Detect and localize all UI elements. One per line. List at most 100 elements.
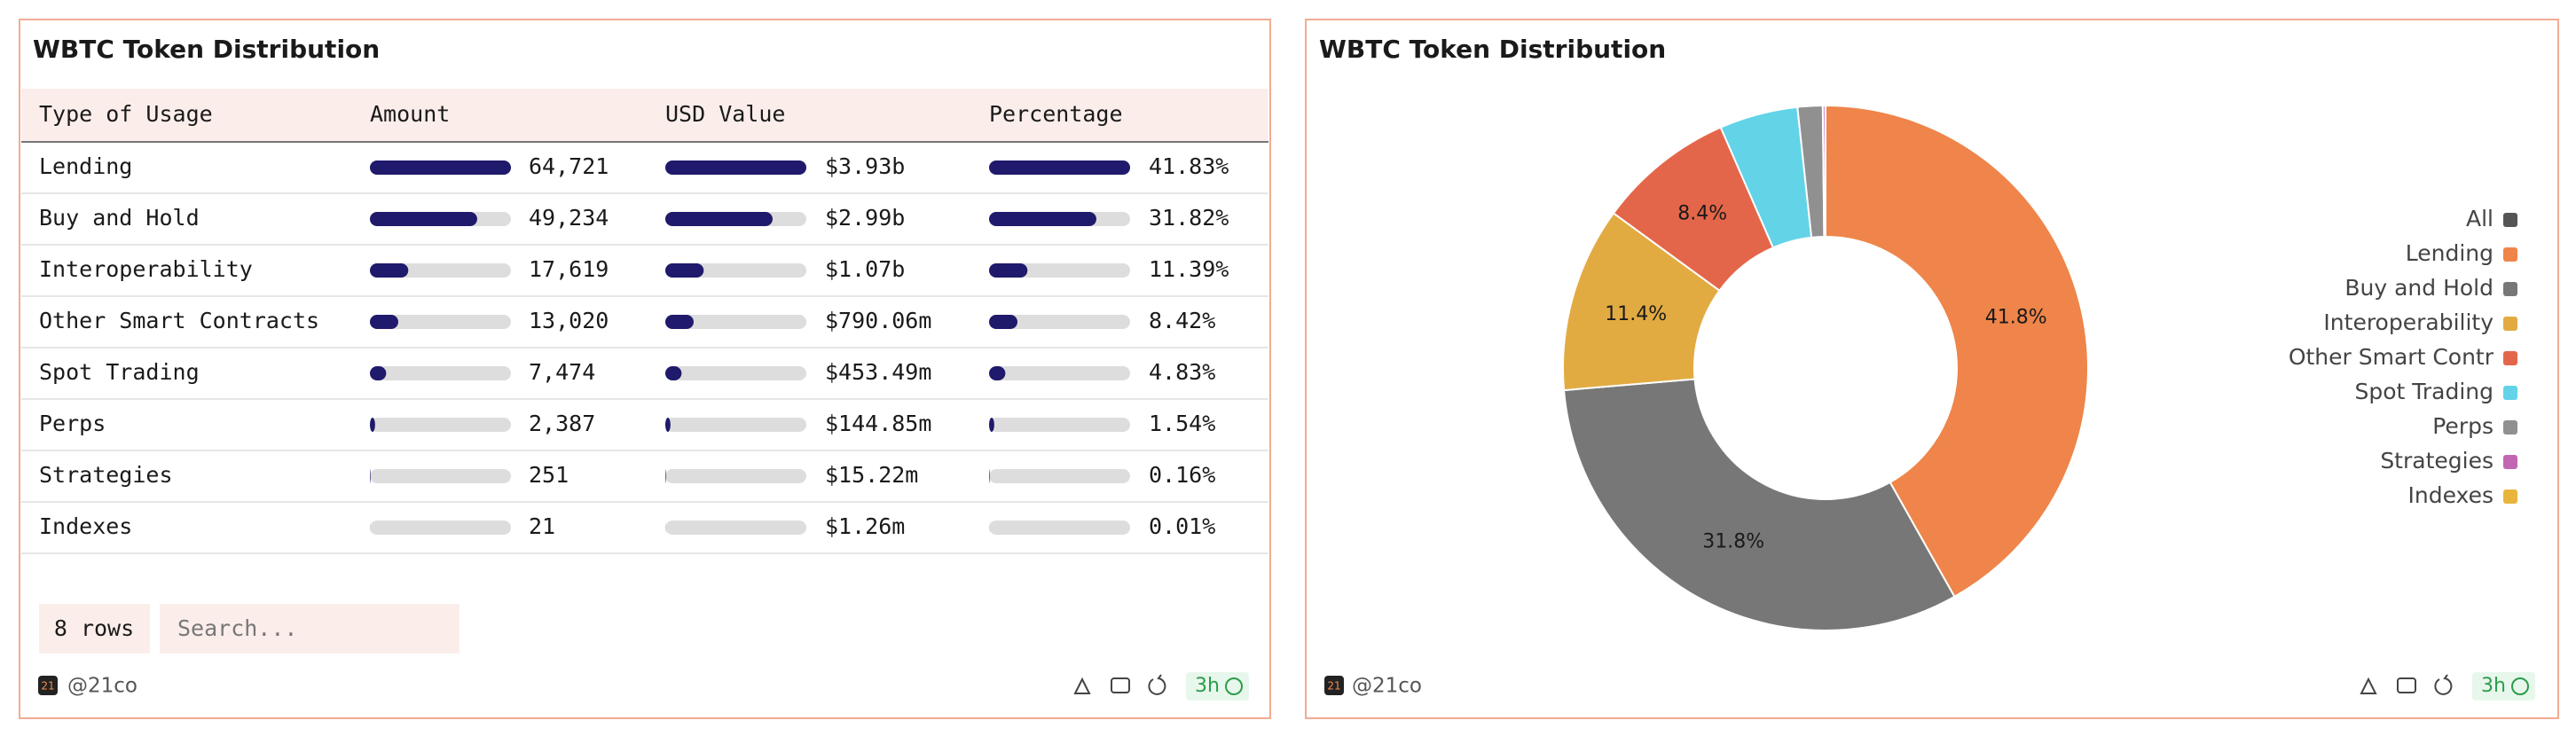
refresh-age: 3h [1195,675,1220,697]
search-placeholder: Search... [177,615,297,641]
pie-slice [1562,378,1956,631]
legend-label: Buy and Hold [2344,275,2494,301]
table-header [21,89,1268,141]
cell-type: Buy and Hold [39,205,200,231]
icon-alert[interactable] [2360,677,2377,694]
icon-camera[interactable] [1111,677,1130,693]
bar [665,212,773,226]
bar-track [370,315,511,329]
bar [665,161,806,175]
bar [665,366,682,380]
slice-label: 11.4% [1605,303,1667,325]
column-header: USD Value [665,101,785,127]
bar-track [989,315,1130,329]
legend-label: Strategies [2380,448,2494,474]
cell-amount: 251 [529,462,569,488]
cell-amount: 17,619 [529,256,609,282]
column-header: Type of Usage [39,101,213,127]
pie-slice [1825,104,2089,599]
icon-camera[interactable] [2397,677,2416,693]
legend-swatch [2503,489,2517,504]
legend-swatch [2503,282,2517,296]
cell-usd: $15.22m [825,462,918,488]
cell-usd: $1.26m [825,513,905,539]
logo: 21 [1327,680,1340,693]
bar-track [989,521,1130,535]
legend-swatch [2503,317,2517,331]
bar [370,469,371,483]
cell-amount: 21 [529,513,555,539]
bar-track [989,469,1130,483]
bar [665,263,704,278]
bar [989,418,994,432]
bar [989,469,990,483]
author: @21co [67,675,137,698]
legend-label: Indexes [2408,482,2494,508]
cell-percentage: 0.16% [1149,462,1215,488]
cell-type: Perps [39,411,106,436]
bar-track [989,366,1130,380]
icon-refresh[interactable] [1148,674,1166,695]
cell-usd: $790.06m [825,308,931,333]
bar [665,418,671,432]
cell-amount: 2,387 [529,411,595,436]
cell-type: Strategies [39,462,173,488]
bar-track [665,315,806,329]
bar-track [665,366,806,380]
legend-label: All [2466,206,2494,231]
column-header: Amount [370,101,450,127]
refresh-check [2511,677,2529,695]
bar [989,161,1130,175]
bar-track [665,418,806,432]
icon-alert[interactable] [1073,677,1091,694]
bar [370,315,398,329]
cell-percentage: 41.83% [1149,153,1229,179]
legend-swatch [2503,386,2517,400]
bar-track [665,521,806,535]
bar [989,263,1028,278]
bar-track [370,418,511,432]
bar-track [989,418,1130,432]
cell-percentage: 11.39% [1149,256,1229,282]
bar-track [370,521,511,535]
slice-label: 31.8% [1702,530,1764,552]
bar [370,263,409,278]
chart-actions [2360,674,2453,695]
cell-percentage: 4.83% [1149,359,1215,385]
cell-amount: 64,721 [529,153,609,179]
bar [665,469,666,483]
icon-refresh[interactable] [2434,674,2453,695]
cell-percentage: 1.54% [1149,411,1215,436]
legend-label: Interoperability [2323,309,2494,335]
bar-track [665,469,806,483]
legend-swatch [2503,420,2517,435]
legend-label: Perps [2432,413,2494,439]
cell-percentage: 8.42% [1149,308,1215,333]
cell-type: Interoperability [39,256,253,282]
table-actions [1073,674,1166,695]
slice-label: 41.8% [1985,307,2047,329]
refresh-age: 3h [2481,675,2506,697]
column-header: Percentage [989,101,1123,127]
row-count-box [39,604,150,654]
legend-swatch [2503,455,2517,469]
bar [370,366,387,380]
cell-type: Indexes [39,513,132,539]
cell-amount: 7,474 [529,359,595,385]
legend-label: Spot Trading [2354,379,2494,404]
search-box[interactable] [160,604,459,654]
legend-label: Other Smart Contr [2289,344,2494,370]
legend-label: Lending [2406,240,2494,266]
cell-type: Spot Trading [39,359,200,385]
legend-swatch [2503,247,2517,262]
logo-box [1324,676,1344,695]
bar [989,212,1096,226]
cell-usd: $2.99b [825,205,905,231]
legend-swatch [2503,213,2517,227]
cell-percentage: 31.82% [1149,205,1229,231]
author: @21co [1352,675,1422,698]
bar [370,418,375,432]
slice-label: 8.4% [1677,203,1727,225]
